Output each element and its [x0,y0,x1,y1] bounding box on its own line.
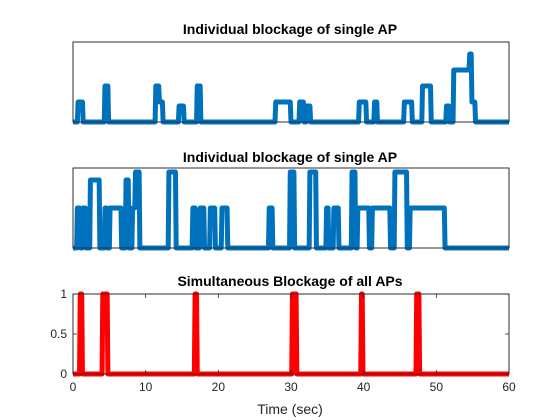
subplot-3: Simultaneous Blockage of all APs 0 10 20 30… [50,273,516,417]
subplot-3-title: Simultaneous Blockage of all APs [177,273,402,289]
subplot-1-plot [72,41,510,125]
x-axis-label: Time (sec) [257,401,323,417]
x-tick-label: 30 [284,380,298,394]
x-tick-label: 0 [70,380,77,394]
subplot-1-title: Individual blockage of single AP [183,21,397,37]
subplot-2: Individual blockage of single AP [72,149,510,251]
subplot-3-plot: 0 10 20 30 40 50 60 0 0.5 1 [50,287,516,394]
axes-frame-2 [72,167,510,249]
series-line-1-1 [73,51,509,125]
x-tick-label: 40 [357,380,371,394]
y-tick-label: 0.5 [50,327,67,341]
x-tick-label: 20 [212,380,226,394]
axes-frame-1 [72,41,510,123]
subplot-2-title: Individual blockage of single AP [183,149,397,165]
x-tick-label: 10 [139,380,153,394]
series-line-2-1 [73,169,509,251]
y-tick-label: 0 [60,367,67,381]
y-tick-label: 1 [60,287,67,301]
x-tick-label: 50 [430,380,444,394]
subplot-2-plot [72,167,510,251]
subplot-1: Individual blockage of single AP [72,21,510,125]
x-tick-label: 60 [502,380,516,394]
